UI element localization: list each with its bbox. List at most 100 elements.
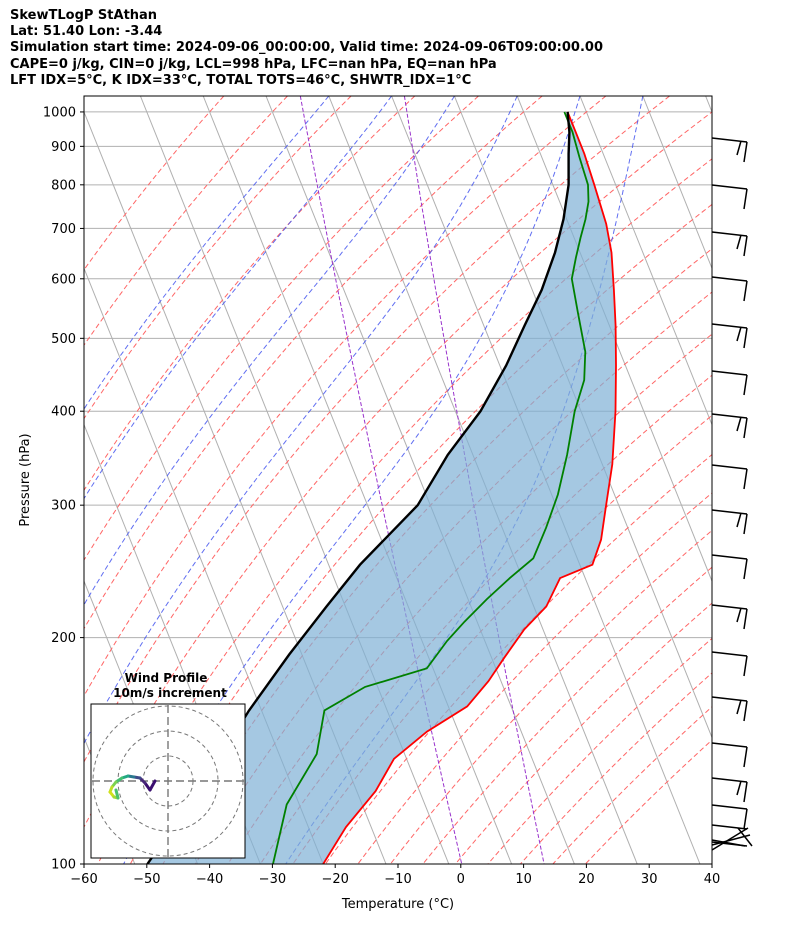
x-tick-label: 10 <box>515 872 532 887</box>
dry-adiabat <box>422 566 712 864</box>
x-tick-label: 20 <box>578 872 595 887</box>
barb-staff <box>711 231 748 237</box>
dry-adiabat <box>292 414 712 864</box>
y-tick-label: 200 <box>51 631 76 646</box>
x-tick-label: −50 <box>133 872 160 887</box>
y-tick-label: 500 <box>51 332 76 347</box>
barb-flag <box>736 416 742 432</box>
barb-flag <box>743 700 748 722</box>
dewpoint-line <box>272 111 590 864</box>
dry-adiabat <box>585 739 712 864</box>
barb-staff <box>711 824 748 830</box>
barb-flag <box>743 468 748 490</box>
y-tick-label: 900 <box>51 140 76 155</box>
barb-flag <box>743 417 748 439</box>
parcel-line <box>146 111 571 864</box>
dry-adiabat <box>455 602 712 864</box>
y-tick-label: 600 <box>51 272 76 287</box>
chart-title: SkewTLogP StAthan <box>10 8 158 23</box>
barb-staff <box>711 323 748 329</box>
barb-flag <box>736 512 742 528</box>
barb-staff <box>711 370 748 376</box>
barb-flag <box>736 607 742 623</box>
barb-staff <box>711 742 748 748</box>
x-tick-label: −20 <box>321 872 348 887</box>
wind-barb <box>711 509 748 535</box>
barb-flag <box>743 513 748 535</box>
index-line: LFT IDX=5°C, K IDX=33°C, TOTAL TOTS=46°C… <box>10 72 472 88</box>
y-axis-title: Pressure (hPa) <box>18 433 33 526</box>
stability-line: CAPE=0 j/kg, CIN=0 j/kg, LCL=998 hPa, LF… <box>10 56 497 72</box>
x-tick-label: −30 <box>259 872 286 887</box>
moist-adiabat <box>84 96 518 745</box>
barb-flag <box>743 141 748 163</box>
isotherm-line <box>202 96 513 864</box>
barb-staff <box>711 777 748 783</box>
wind-barb <box>711 231 748 257</box>
barb-staff <box>711 696 748 702</box>
x-tick-label: −60 <box>70 872 97 887</box>
isotherm-line <box>579 96 712 427</box>
moist-adiabat <box>84 96 392 500</box>
hodo-trace-segment <box>148 779 157 792</box>
wind-barb <box>711 651 748 677</box>
barb-staff <box>711 413 748 419</box>
dry-adiabat <box>84 96 288 347</box>
isotherm-line <box>0 96 9 864</box>
plot-area <box>0 96 794 864</box>
wind-barb <box>711 696 748 722</box>
moist-adiabat <box>84 96 455 606</box>
barb-flag <box>743 280 748 302</box>
x-tick-label: −10 <box>384 872 411 887</box>
mixing-ratio-line <box>299 96 463 864</box>
barb-staff <box>711 827 749 851</box>
wind-barb <box>711 276 748 302</box>
wind-profile-inset: Wind Profile 10m/s increment <box>90 671 246 859</box>
barb-flag <box>743 188 748 210</box>
barb-staff <box>711 834 751 846</box>
isotherm-line <box>768 96 794 864</box>
wind-barb <box>711 604 748 630</box>
dry-adiabat <box>84 96 543 630</box>
barb-staff <box>711 804 748 810</box>
chart-header: SkewTLogP StAthan Lat: 51.40 Lon: -3.44 … <box>10 8 603 89</box>
wind-barb <box>711 413 748 439</box>
inset-title: Wind Profile <box>125 671 208 685</box>
time-line: Simulation start time: 2024-09-06_00:00:… <box>10 40 603 56</box>
inset-subtitle: 10m/s increment <box>113 686 227 700</box>
isotherm-line <box>0 96 72 864</box>
x-axis-ticks: −60 −50 −40 −30 −20 −10 0 10 20 30 40 <box>70 864 720 887</box>
barb-flag <box>743 746 748 768</box>
wind-barb <box>711 137 748 163</box>
dry-adiabat <box>520 672 712 864</box>
dry-adiabat <box>84 96 607 697</box>
x-tick-label: 0 <box>457 872 465 887</box>
y-tick-label: 300 <box>51 499 76 514</box>
isotherm-line <box>642 96 712 270</box>
barb-staff <box>711 651 748 657</box>
barb-flag <box>743 608 748 630</box>
barb-flag <box>743 374 748 396</box>
isotherm-line <box>265 96 575 864</box>
wind-barb <box>711 554 748 580</box>
dry-adiabat <box>84 96 479 562</box>
barb-staff <box>711 464 748 470</box>
dry-adiabat <box>357 492 712 864</box>
dry-adiabat <box>487 637 712 864</box>
barb-staff <box>711 604 748 610</box>
x-tick-label: 30 <box>641 872 658 887</box>
moist-adiabat <box>123 96 581 864</box>
y-tick-label: 700 <box>51 222 76 237</box>
y-tick-label: 100 <box>51 858 76 873</box>
dry-adiabat <box>324 453 712 864</box>
barb-flag <box>736 699 742 715</box>
hodo-trace-segment <box>114 788 120 800</box>
barb-flag <box>743 235 748 257</box>
isotherm-line <box>705 96 712 114</box>
wind-barb <box>711 464 748 490</box>
barb-flag <box>743 327 748 349</box>
barb-flag <box>736 780 742 796</box>
barb-flag <box>736 234 742 250</box>
wind-barb <box>711 824 748 830</box>
